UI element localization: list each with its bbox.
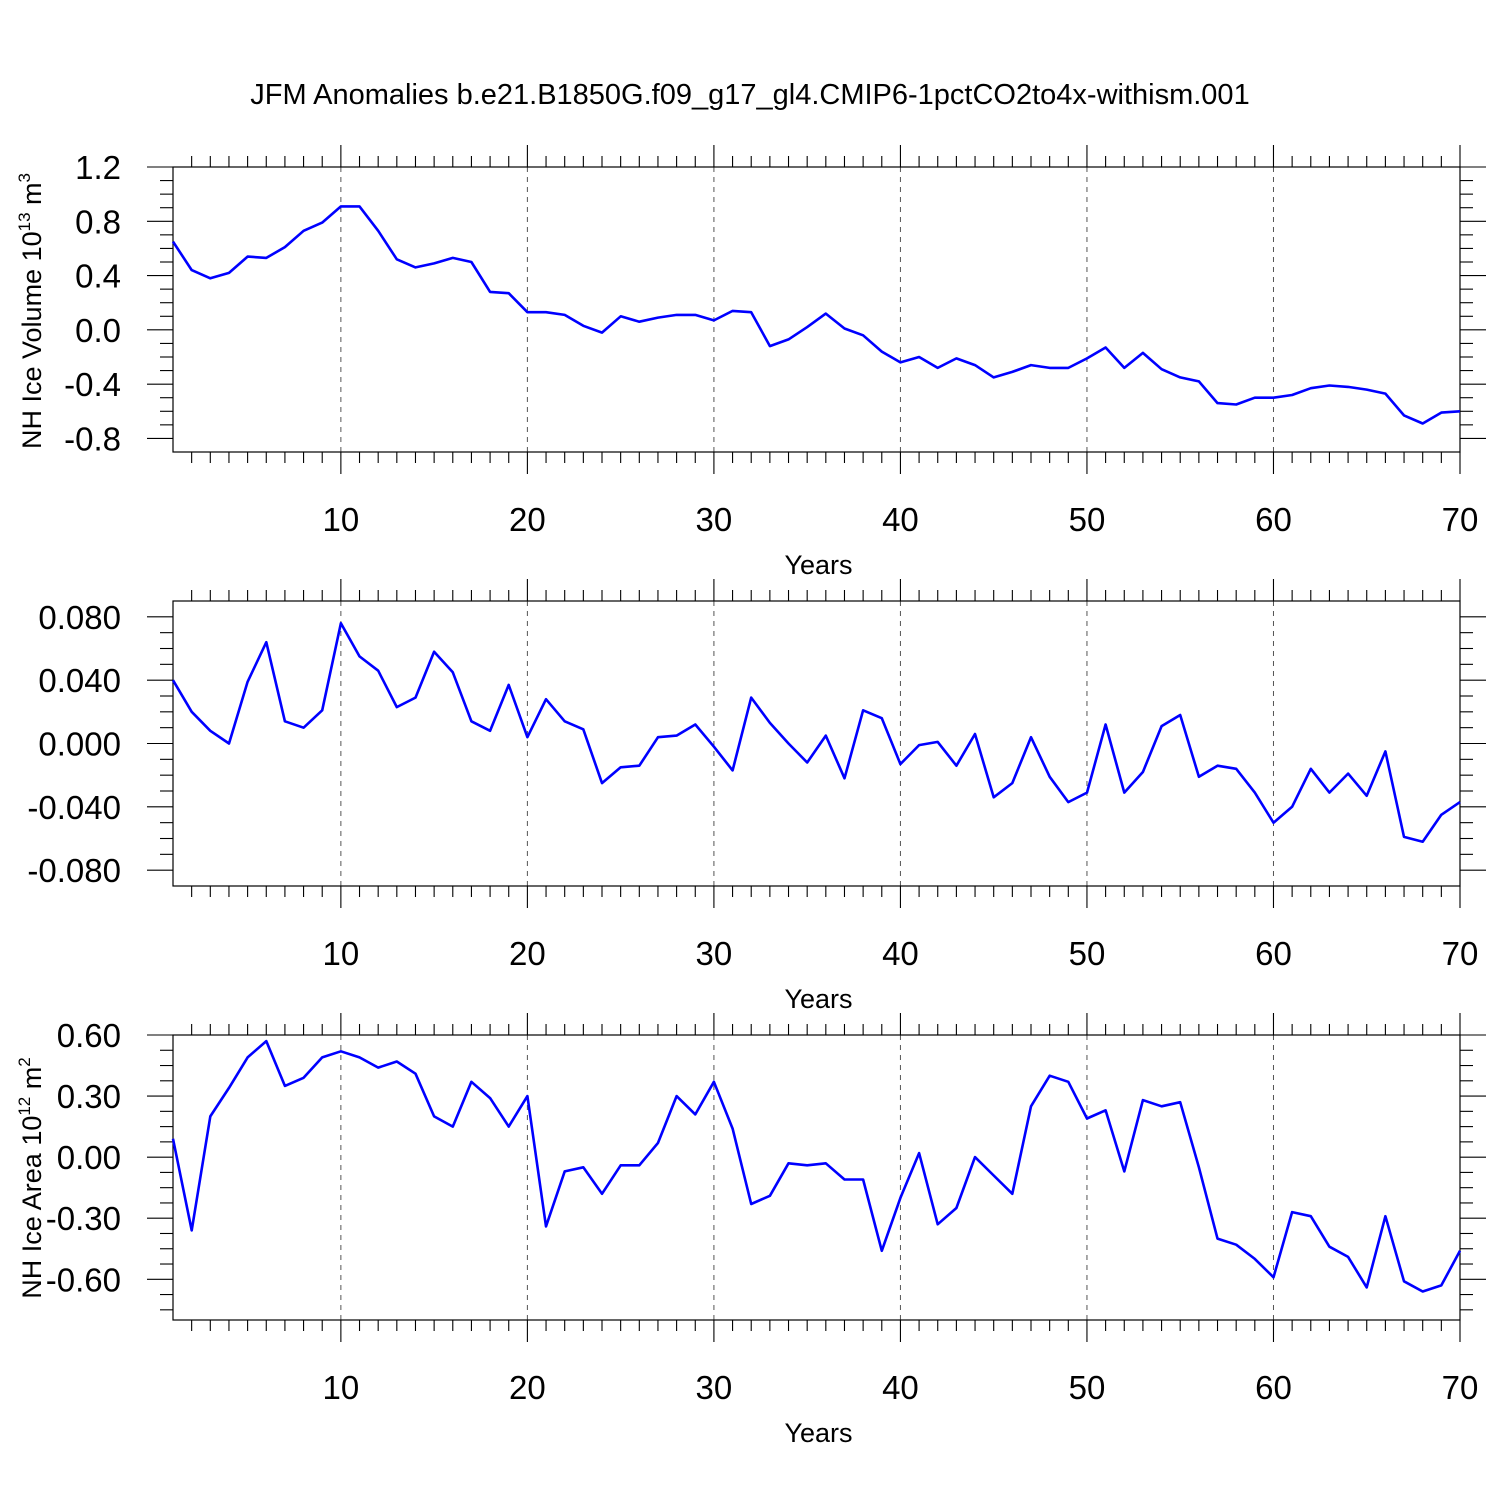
y-tick-label: -0.8 bbox=[64, 420, 121, 457]
chart-panel-1: 10 20 30 40 50 60 70 1.2 0.8 0.4 0.0 -0.4 -0.8 Years N… bbox=[15, 145, 1486, 580]
x-tick-label: 50 bbox=[1069, 501, 1106, 538]
y-tick-label: 0.00 bbox=[57, 1139, 121, 1176]
x-axis-label: Years bbox=[784, 984, 852, 1014]
x-tick-label: 30 bbox=[696, 501, 733, 538]
x-tick-label: 10 bbox=[323, 1369, 360, 1406]
plot-frame bbox=[172, 600, 1461, 887]
x-tick-label: 50 bbox=[1069, 1369, 1106, 1406]
x-tick-label: 20 bbox=[509, 935, 546, 972]
x-tick-label: 50 bbox=[1069, 935, 1106, 972]
y-axis-label: NH Ice Area 1012 m2 bbox=[15, 1057, 47, 1298]
series-line bbox=[171, 1039, 1462, 1293]
y-tick-label: 0.60 bbox=[57, 1017, 121, 1054]
chart-panel-3: 10 20 30 40 50 60 70 0.60 0.30 0.00 -0.30 -0.60 Year… bbox=[15, 1013, 1486, 1448]
x-tick-label: 30 bbox=[696, 1369, 733, 1406]
y-tick-label: 0.080 bbox=[38, 599, 121, 636]
y-tick-label: 0.8 bbox=[75, 203, 121, 240]
y-tick-label: -0.080 bbox=[27, 852, 121, 889]
x-tick-label: 40 bbox=[882, 501, 919, 538]
y-tick-label: 1.2 bbox=[75, 149, 121, 186]
x-tick-label: 60 bbox=[1255, 935, 1292, 972]
y-axis-label: NH Ice Volume 1013 m3 bbox=[15, 173, 47, 449]
y-tick-label: 0.4 bbox=[75, 258, 121, 295]
x-tick-label: 70 bbox=[1442, 501, 1479, 538]
y-tick-label: 0.000 bbox=[38, 726, 121, 763]
x-tick-label: 70 bbox=[1442, 1369, 1479, 1406]
chart-panel-2: 10 20 30 40 50 60 70 0.080 0.040 0.000 -0.040 -0.08… bbox=[27, 579, 1486, 1014]
x-tick-label: 20 bbox=[509, 501, 546, 538]
x-tick-label: 40 bbox=[882, 1369, 919, 1406]
y-tick-label: 0.30 bbox=[57, 1078, 121, 1115]
y-tick-label: -0.30 bbox=[46, 1200, 121, 1237]
x-tick-label: 20 bbox=[509, 1369, 546, 1406]
y-tick-label: -0.040 bbox=[27, 789, 121, 826]
x-axis-label: Years bbox=[784, 1418, 852, 1448]
x-tick-label: 40 bbox=[882, 935, 919, 972]
series-line bbox=[171, 205, 1461, 425]
y-tick-label: 0.0 bbox=[75, 312, 121, 349]
y-tick-label: -0.60 bbox=[46, 1261, 121, 1298]
x-tick-label: 10 bbox=[323, 501, 360, 538]
plot-frame bbox=[172, 166, 1461, 453]
x-tick-label: 30 bbox=[696, 935, 733, 972]
figure-title: JFM Anomalies b.e21.B1850G.f09_g17_gl4.C… bbox=[250, 79, 1249, 111]
x-tick-label: 70 bbox=[1442, 935, 1479, 972]
x-axis-label: Years bbox=[784, 550, 852, 580]
series-line bbox=[171, 621, 1461, 844]
x-tick-label: 60 bbox=[1255, 1369, 1292, 1406]
x-tick-label: 10 bbox=[323, 935, 360, 972]
y-tick-label: -0.4 bbox=[64, 366, 121, 403]
panels: 10 20 30 40 50 60 70 1.2 0.8 0.4 0.0 -0.4 -0.8 Years N… bbox=[15, 145, 1486, 1448]
x-tick-label: 60 bbox=[1255, 501, 1292, 538]
plot-frame bbox=[172, 1034, 1461, 1321]
y-tick-label: 0.040 bbox=[38, 662, 121, 699]
